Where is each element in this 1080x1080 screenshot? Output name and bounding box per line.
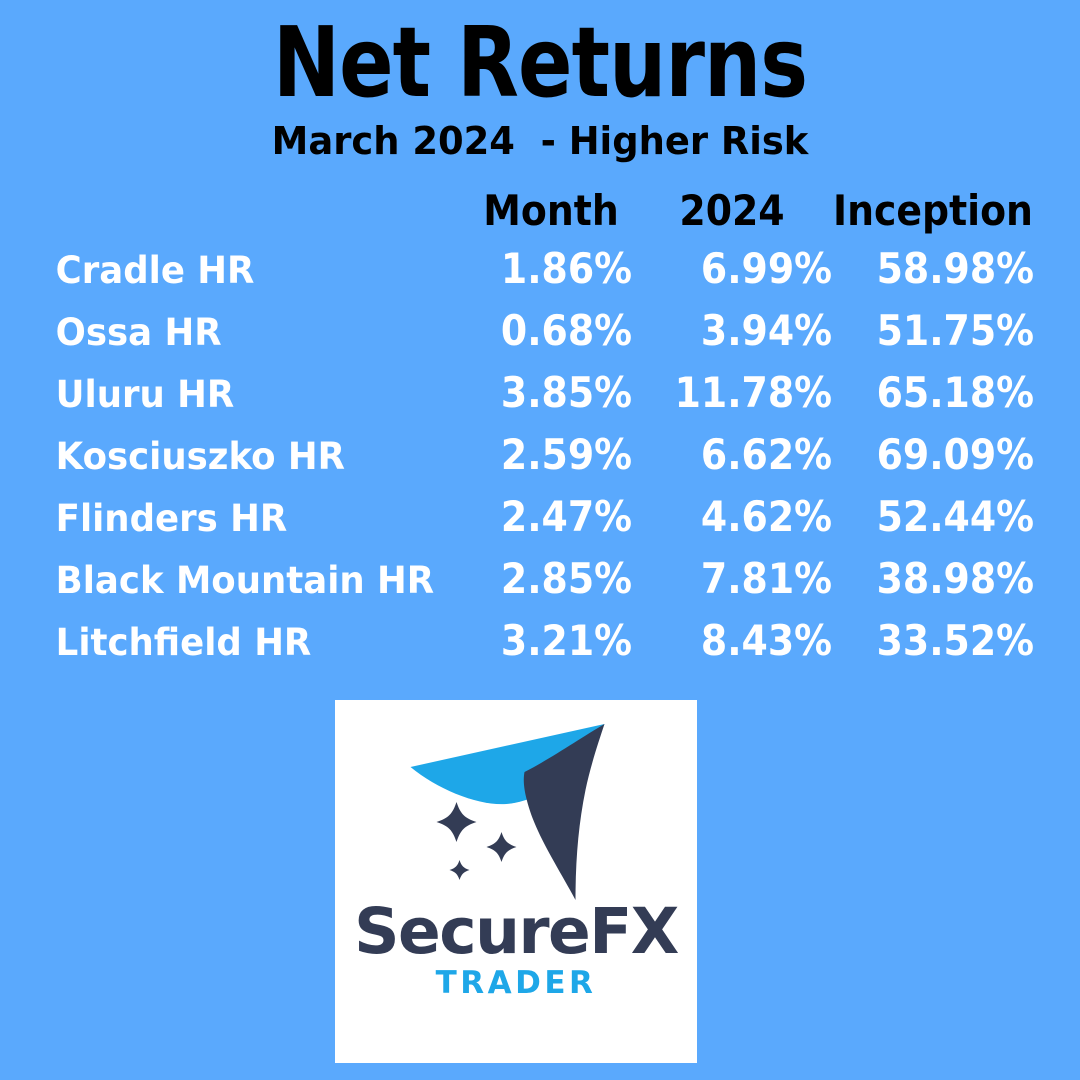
column-header-ytd: 2024 xyxy=(679,186,785,235)
row-value-month: 2.59% xyxy=(500,430,632,479)
row-value-month: 2.47% xyxy=(500,492,632,541)
row-value-inception: 51.75% xyxy=(876,306,1034,355)
row-value-ytd: 3.94% xyxy=(700,306,832,355)
table-row: Flinders HR 2.47% 4.62% 52.44% xyxy=(0,492,1080,554)
row-value-ytd: 6.62% xyxy=(700,430,832,479)
row-value-month: 3.85% xyxy=(500,368,632,417)
page-subtitle: March 2024 - Higher Risk xyxy=(271,119,809,163)
row-label: Kosciuszko HR xyxy=(55,435,345,478)
row-label: Flinders HR xyxy=(55,497,288,540)
row-label: Cradle HR xyxy=(55,249,255,292)
row-value-inception: 69.09% xyxy=(876,430,1034,479)
row-value-month: 3.21% xyxy=(500,616,632,665)
logo-card: SecureFX TRADER xyxy=(335,700,697,1063)
row-value-ytd: 8.43% xyxy=(700,616,832,665)
row-label: Uluru HR xyxy=(55,373,235,416)
column-header-month: Month xyxy=(483,186,619,235)
column-header-inception: Inception xyxy=(833,186,1033,235)
row-value-ytd: 11.78% xyxy=(674,368,832,417)
row-value-month: 2.85% xyxy=(500,554,632,603)
table-row: Uluru HR 3.85% 11.78% 65.18% xyxy=(0,368,1080,430)
row-value-inception: 65.18% xyxy=(876,368,1034,417)
table-row: Kosciuszko HR 2.59% 6.62% 69.09% xyxy=(0,430,1080,492)
row-value-month: 1.86% xyxy=(500,244,632,293)
row-value-ytd: 7.81% xyxy=(700,554,832,603)
returns-table: Month 2024 Inception Cradle HR 1.86% 6.9… xyxy=(0,186,1080,678)
table-row: Litchfield HR 3.21% 8.43% 33.52% xyxy=(0,616,1080,678)
table-header-row: Month 2024 Inception xyxy=(0,186,1080,244)
logo-tagline: TRADER xyxy=(435,965,597,1001)
table-row: Black Mountain HR 2.85% 7.81% 38.98% xyxy=(0,554,1080,616)
logo-wordmark: SecureFX xyxy=(354,895,679,968)
table-row: Ossa HR 0.68% 3.94% 51.75% xyxy=(0,306,1080,368)
row-label: Black Mountain HR xyxy=(55,559,435,602)
row-value-ytd: 4.62% xyxy=(700,492,832,541)
row-value-inception: 58.98% xyxy=(876,244,1034,293)
row-value-inception: 52.44% xyxy=(876,492,1034,541)
page-title: Net Returns xyxy=(272,6,808,119)
paper-plane-logo-icon xyxy=(409,720,624,905)
row-value-inception: 38.98% xyxy=(876,554,1034,603)
row-label: Litchfield HR xyxy=(55,621,312,664)
row-value-month: 0.68% xyxy=(500,306,632,355)
row-label: Ossa HR xyxy=(55,311,222,354)
row-value-ytd: 6.99% xyxy=(700,244,832,293)
row-value-inception: 33.52% xyxy=(876,616,1034,665)
table-row: Cradle HR 1.86% 6.99% 58.98% xyxy=(0,244,1080,306)
